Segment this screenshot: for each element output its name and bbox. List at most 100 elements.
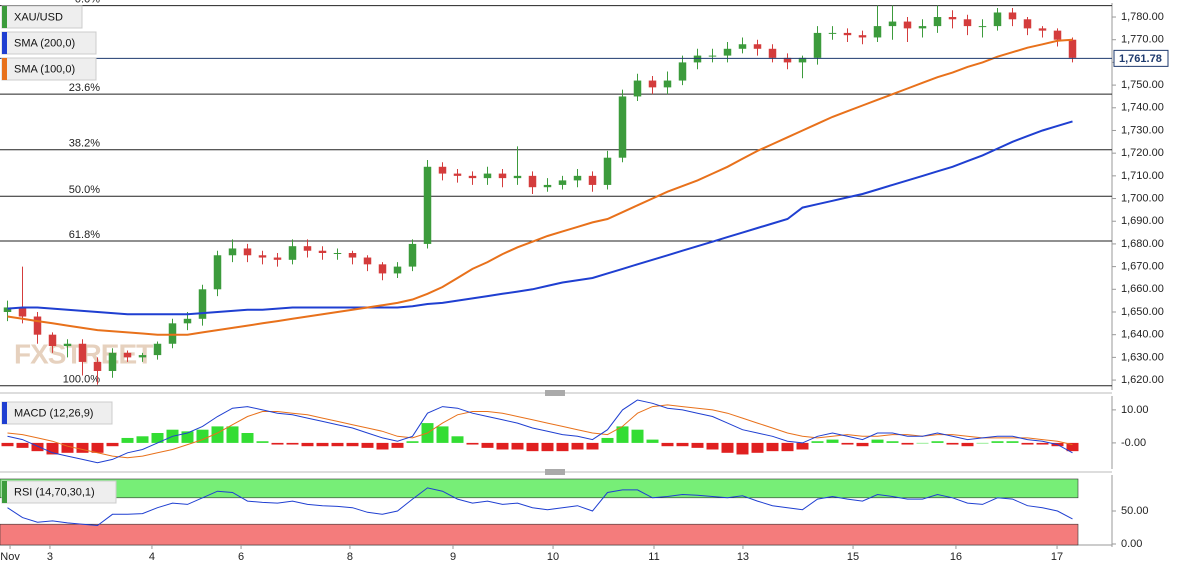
histogram-bar [1036,442,1049,445]
candle-body [258,255,267,258]
candle-body [363,257,372,265]
candle-body [138,355,147,358]
candle-body [723,48,732,56]
candle-body [243,248,252,256]
candle-body [183,318,192,324]
candle-body [1038,28,1047,31]
candle-body [738,44,747,49]
candle-body [1068,39,1077,58]
fib-label: 100.0% [63,374,101,386]
histogram-bar [871,439,884,443]
sma-line [7,38,1073,336]
x-tick-label: 3 [47,551,53,563]
candle-body [783,57,792,63]
histogram-bar [271,442,284,445]
candle-body [123,352,132,358]
histogram-bar [661,442,674,447]
x-tick-label: 6 [238,551,244,563]
candle-body [933,17,942,27]
histogram-bar [961,442,974,447]
candle-body [768,48,777,58]
y-tick-label: 1,660.00 [1121,283,1164,295]
candle-body [393,266,402,274]
legend-label: SMA (200,0) [14,37,75,49]
legend-label: XAU/USD [14,11,63,23]
y-tick-label: 1,770.00 [1121,34,1164,46]
y-tick-label: 1,630.00 [1121,351,1164,363]
candle-body [1053,30,1062,40]
candle-body [963,19,972,27]
histogram-bar [391,442,404,448]
histogram-bar [526,442,539,452]
histogram-bar [136,436,149,443]
histogram-bar [406,441,419,443]
rsi-line [7,487,1073,527]
candle-body [573,175,582,181]
candle-body [603,157,612,185]
signal-line [7,404,1073,459]
candle-body [648,80,657,88]
histogram-bar [496,442,509,450]
histogram-bar [841,442,854,445]
candle-body [813,32,822,58]
last-price-box [1113,49,1169,67]
histogram-bar [511,442,524,450]
y-tick-label: -0.00 [1121,437,1146,449]
histogram-bar [466,442,479,445]
y-tick-label: 1,780.00 [1121,11,1164,23]
y-tick-label: 1,730.00 [1121,124,1164,136]
x-tick-label: 11 [648,551,659,563]
histogram-bar [946,442,959,445]
candle-body [918,26,927,29]
candle-body [408,243,417,267]
candle-body [78,343,87,362]
histogram-bar [736,442,749,455]
candle-body [618,96,627,158]
fib-label: 0.0% [75,0,100,6]
histogram-bar [931,441,944,443]
candle-body [468,175,477,179]
candle-body [678,62,687,81]
histogram-bar [616,426,629,443]
legend-label: RSI (14,70,30,1) [14,486,95,498]
y-tick-label: 50.00 [1121,505,1149,517]
overbought-band [0,478,1079,499]
candle-body [1023,19,1032,29]
candle-body [348,252,357,258]
candle-body [693,55,702,63]
candle-body [858,35,867,38]
candle-body [228,248,237,256]
y-tick-label: 1,620.00 [1121,374,1164,386]
fib-label: 61.8% [69,229,100,241]
legend-swatch [2,32,7,54]
histogram-bar [1066,442,1079,452]
fib-label: 50.0% [69,184,100,196]
y-tick-label: 1,700.00 [1121,192,1164,204]
candle-body [888,21,897,27]
candle-body [558,180,567,185]
histogram-bar [631,429,644,443]
histogram-bar [76,442,89,453]
x-tick-label: Nov [0,551,20,563]
x-tick-label: 17 [1051,551,1063,563]
histogram-bar [586,442,599,450]
histogram-bar [976,442,989,444]
histogram-bar [811,441,824,443]
x-tick-label: 16 [950,551,962,563]
histogram-bar [361,442,374,448]
histogram-bar [121,437,134,443]
histogram-bar [886,441,899,443]
candle-body [273,257,282,260]
histogram-bar [316,442,329,447]
candle-body [153,343,162,356]
oversold-band [0,523,1079,546]
x-tick-label: 10 [547,551,559,563]
histogram-bar [106,442,119,447]
candle-body [828,32,837,34]
histogram-bar [211,426,224,443]
candle-body [843,32,852,36]
histogram-bar [301,442,314,447]
candle-body [528,175,537,188]
histogram-bar [196,429,209,443]
